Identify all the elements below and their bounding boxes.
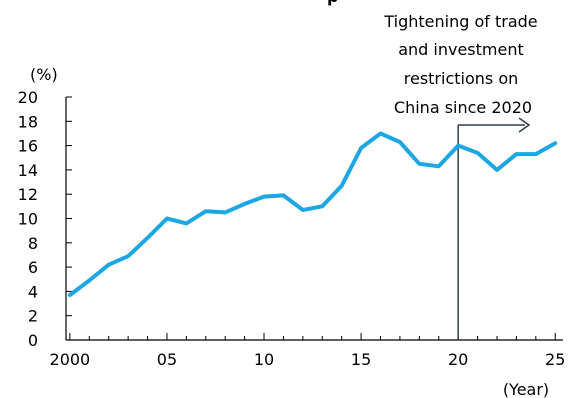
- y-tick-label: 14: [18, 161, 38, 180]
- x-axis-label: (Year): [503, 380, 549, 398]
- series-line: [67, 131, 558, 297]
- y-tick-label: 20: [18, 88, 38, 107]
- y-tick-label: 12: [18, 185, 38, 204]
- x-tick-label: 25: [545, 350, 565, 369]
- y-tick-label: 16: [18, 137, 38, 156]
- annotation-line-4: China since 2020: [394, 98, 532, 117]
- y-tick-label: 18: [18, 112, 38, 131]
- chart-title-fragment: p: [327, 0, 338, 6]
- annotation-marker: [457, 117, 531, 340]
- x-tick-label: 10: [254, 350, 274, 369]
- axes: 0 2 4 6 8 10 12 14 16 18 20 2000 05 10 15 20 25: [18, 88, 566, 369]
- y-tick-label: 4: [28, 282, 38, 301]
- x-tick-label: 15: [351, 350, 371, 369]
- annotation-arrow-head: [518, 117, 531, 133]
- annotation-line-1: Tightening of trade: [383, 12, 537, 31]
- annotation-line-2: and investment: [398, 40, 524, 59]
- y-tick-label: 0: [28, 331, 38, 350]
- x-tick-label: 20: [448, 350, 468, 369]
- y-tick-label: 2: [28, 307, 38, 326]
- annotation-line-3: restrictions on: [404, 69, 519, 88]
- y-tick-label: 10: [18, 210, 38, 229]
- x-tick-label: 05: [157, 350, 177, 369]
- x-tick-label: 2000: [50, 350, 91, 369]
- annotation: Tightening of trade and investment restr…: [383, 12, 537, 117]
- series-layer: [67, 131, 558, 297]
- y-unit-label: (%): [30, 65, 58, 84]
- y-tick-label: 6: [28, 258, 38, 277]
- y-tick-label: 8: [28, 234, 38, 253]
